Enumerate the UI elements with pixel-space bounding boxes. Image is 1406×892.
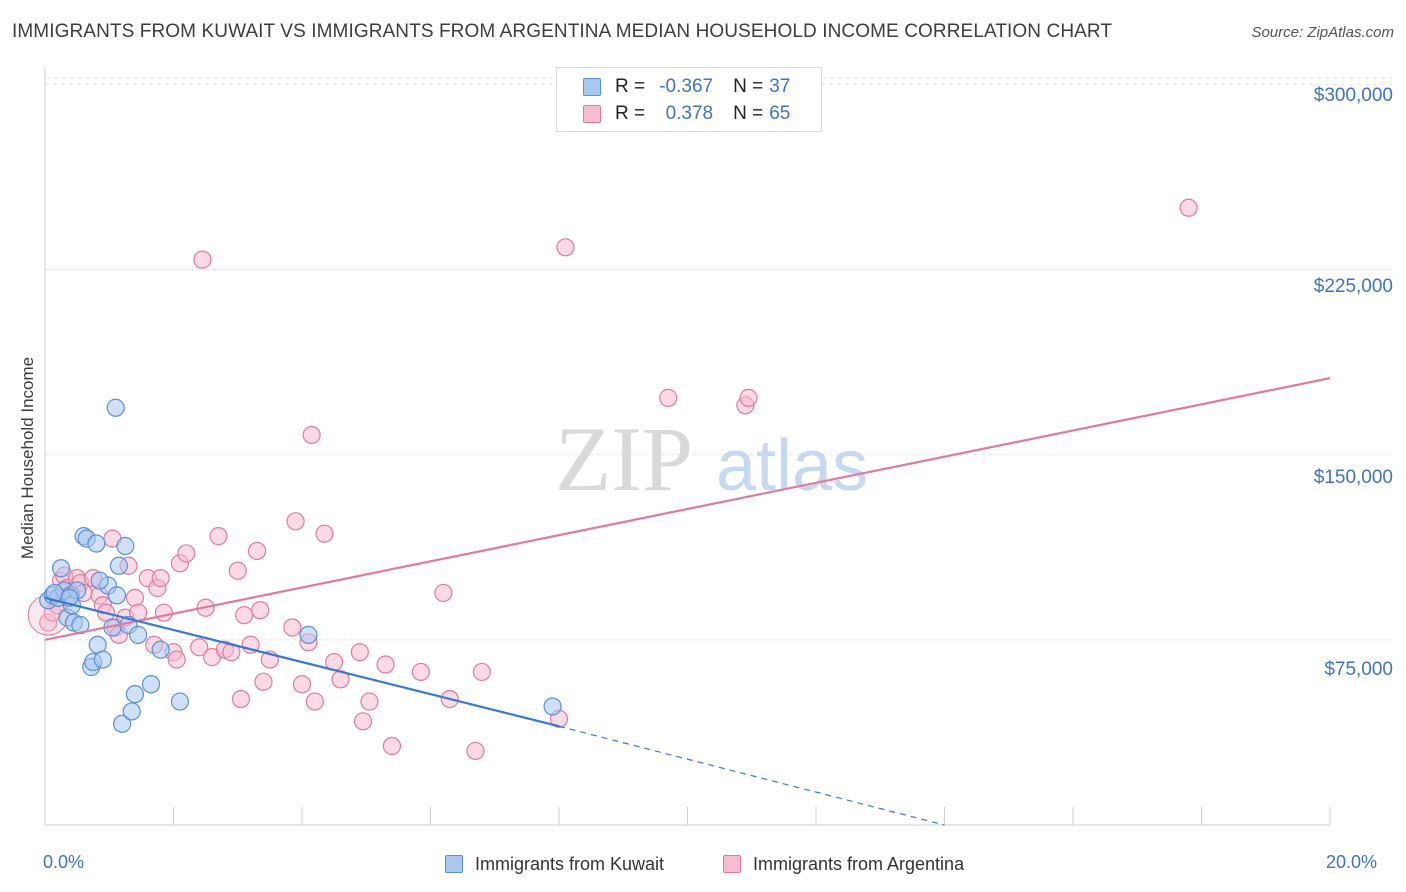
bottom-legend-label-argentina: Immigrants from Argentina	[753, 853, 965, 874]
argentina-point	[305, 692, 324, 711]
bottom-legend-swatch-argentina	[723, 855, 741, 873]
axes	[44, 67, 1331, 826]
legend-swatch-kuwait	[583, 78, 601, 96]
kuwait-point	[170, 692, 190, 711]
argentina-point	[125, 588, 145, 607]
legend-r-value-argentina: 0.378	[665, 103, 714, 124]
legend-swatch-argentina	[583, 105, 601, 123]
argentina-point	[466, 741, 485, 761]
kuwait-point	[116, 536, 135, 556]
legend-row-argentina: R = 0.378 N = 65	[583, 101, 790, 127]
legend-n-value-kuwait: 37	[769, 76, 791, 97]
argentina-point	[283, 618, 302, 637]
kuwait-point	[151, 640, 170, 659]
argentina-points	[39, 398, 562, 733]
y-tick-150000: $150,000	[1313, 467, 1393, 488]
y-tick-225000: $225,000	[1313, 276, 1393, 297]
argentina-point	[376, 655, 395, 674]
argentina-point	[382, 736, 402, 756]
kuwait-point	[112, 714, 132, 733]
argentina-point	[556, 238, 575, 257]
argentina-point	[739, 388, 758, 407]
legend-r-label: R =	[615, 103, 646, 124]
argentina-point	[659, 388, 678, 407]
correlation-legend: R = -0.367 N = 37 R = 0.378 N = 65	[556, 67, 822, 132]
x-tick-max: 20.0%	[1326, 852, 1378, 872]
kuwait-point	[543, 697, 562, 716]
kuwait-point	[51, 559, 71, 578]
argentina-point	[151, 569, 170, 588]
argentina-point	[411, 662, 430, 682]
kuwait-point	[299, 625, 318, 644]
legend-n-label: N =	[733, 76, 764, 97]
argentina-point	[434, 583, 453, 603]
legend-n-label: N =	[733, 103, 764, 124]
argentina-point	[472, 662, 491, 682]
gridlines	[45, 77, 1392, 641]
legend-r-label: R =	[615, 76, 646, 97]
legend-r-value-kuwait: -0.367	[659, 76, 714, 97]
kuwait-point	[90, 571, 109, 590]
legend-n-value-argentina: 65	[769, 103, 791, 124]
argentina-point	[231, 689, 251, 709]
chart-title: IMMIGRANTS FROM KUWAIT VS IMMIGRANTS FRO…	[12, 21, 1113, 42]
argentina-point	[209, 527, 228, 546]
argentina-point	[292, 675, 312, 694]
argentina-point	[315, 524, 334, 543]
kuwait-point	[141, 675, 161, 694]
argentina-point	[251, 601, 270, 620]
kuwait-point	[87, 534, 106, 553]
kuwait-point	[109, 556, 128, 575]
y-tick-75000: $75,000	[1324, 659, 1393, 680]
kuwait-point	[129, 625, 148, 644]
argentina-point	[353, 712, 373, 731]
kuwait-point	[107, 586, 127, 605]
argentina-point	[193, 250, 212, 269]
argentina-trend-line	[44, 377, 1331, 641]
bottom-legend-swatch-kuwait	[445, 855, 463, 873]
argentina-point	[228, 561, 247, 580]
argentina-point	[350, 643, 369, 662]
trend-lines	[44, 377, 1331, 826]
bottom-legend-label-kuwait: Immigrants from Kuwait	[475, 853, 665, 874]
argentina-point	[247, 541, 267, 561]
kuwait-trend-extension	[558, 725, 945, 826]
y-tick-300000: $300,000	[1313, 85, 1393, 106]
watermark-atlas: atlas	[716, 426, 868, 506]
argentina-point	[154, 603, 173, 622]
source-label: Source: ZipAtlas.com	[1251, 24, 1394, 41]
argentina-point	[1179, 198, 1198, 217]
watermark-zip: ZIP	[555, 408, 693, 510]
bottom-legend-argentina: Immigrants from Argentina	[723, 852, 964, 876]
argentina-point	[254, 672, 273, 691]
kuwait-point	[125, 685, 145, 704]
argentina-point	[235, 606, 254, 625]
x-tick-min: 0.0%	[43, 852, 85, 872]
argentina-point	[302, 425, 321, 445]
kuwait-trend-line	[44, 596, 560, 728]
kuwait-point	[106, 398, 125, 417]
argentina-point	[177, 544, 196, 563]
argentina-point	[190, 638, 209, 657]
argentina-point	[167, 650, 186, 669]
bottom-legend-kuwait: Immigrants from Kuwait	[445, 852, 664, 876]
argentina-point	[360, 692, 379, 711]
kuwait-point	[122, 702, 141, 721]
argentina-point	[286, 512, 305, 531]
legend-row-kuwait: R = -0.367 N = 37	[583, 74, 790, 100]
kuwait-point	[93, 650, 112, 669]
